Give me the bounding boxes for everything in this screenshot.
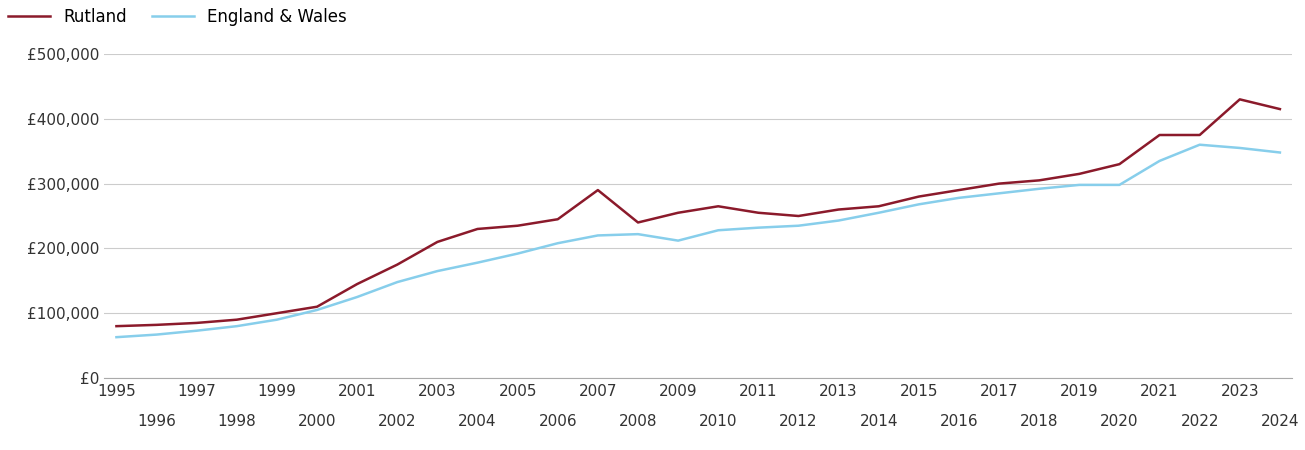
England & Wales (108, 334, 124, 340)
Line: England & Wales: England & Wales (116, 145, 1280, 337)
Rutland (1071, 171, 1087, 176)
England & Wales (630, 231, 646, 237)
Rutland (228, 317, 244, 322)
Rutland (309, 304, 325, 310)
Rutland (951, 187, 967, 193)
England & Wales (1152, 158, 1168, 164)
Rutland (269, 310, 284, 316)
England & Wales (470, 260, 485, 265)
Rutland (510, 223, 526, 229)
Rutland (710, 203, 726, 209)
Rutland (149, 322, 164, 328)
England & Wales (951, 195, 967, 201)
England & Wales (429, 268, 445, 274)
Rutland (831, 207, 847, 212)
England & Wales (1232, 145, 1248, 151)
England & Wales (1031, 186, 1047, 192)
Rutland (1031, 178, 1047, 183)
England & Wales (750, 225, 766, 230)
Legend: Rutland, England & Wales: Rutland, England & Wales (8, 9, 347, 27)
Rutland (108, 324, 124, 329)
Rutland (671, 210, 686, 216)
Rutland (590, 187, 606, 193)
Rutland (1191, 132, 1207, 138)
England & Wales (870, 210, 886, 216)
England & Wales (671, 238, 686, 243)
Rutland (911, 194, 927, 199)
England & Wales (309, 307, 325, 313)
England & Wales (1272, 150, 1288, 155)
Rutland (992, 181, 1007, 186)
England & Wales (710, 228, 726, 233)
Rutland (389, 262, 405, 267)
Rutland (750, 210, 766, 216)
Rutland (350, 281, 365, 287)
England & Wales (549, 240, 565, 246)
Rutland (549, 216, 565, 222)
England & Wales (831, 218, 847, 223)
England & Wales (189, 328, 205, 333)
England & Wales (389, 279, 405, 285)
Rutland (189, 320, 205, 326)
Rutland (1152, 132, 1168, 138)
England & Wales (269, 317, 284, 322)
England & Wales (350, 294, 365, 300)
Rutland (630, 220, 646, 225)
Line: Rutland: Rutland (116, 99, 1280, 326)
Rutland (870, 203, 886, 209)
England & Wales (1191, 142, 1207, 148)
Rutland (429, 239, 445, 245)
England & Wales (228, 324, 244, 329)
England & Wales (149, 332, 164, 338)
Rutland (1112, 162, 1128, 167)
Rutland (1272, 106, 1288, 112)
Rutland (470, 226, 485, 232)
England & Wales (992, 191, 1007, 196)
England & Wales (1112, 182, 1128, 188)
Rutland (791, 213, 806, 219)
England & Wales (1071, 182, 1087, 188)
England & Wales (791, 223, 806, 229)
England & Wales (510, 251, 526, 256)
England & Wales (590, 233, 606, 238)
England & Wales (911, 202, 927, 207)
Rutland (1232, 97, 1248, 102)
